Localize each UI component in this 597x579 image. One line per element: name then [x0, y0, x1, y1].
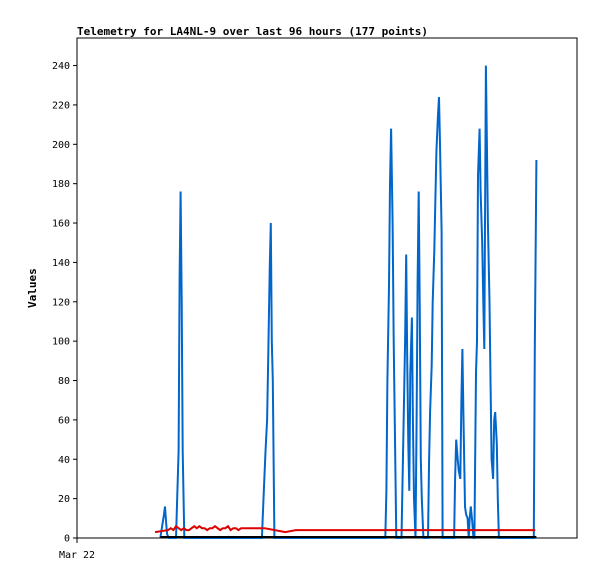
y-tick-label: 100 — [52, 337, 70, 348]
series-layer — [154, 65, 538, 539]
y-axis-label: Values — [26, 268, 39, 308]
y-tick-label: 60 — [58, 415, 70, 426]
x-axis-ticks: Mar 22 — [59, 538, 95, 561]
y-tick-label: 0 — [64, 534, 70, 545]
y-tick-label: 40 — [58, 455, 70, 466]
series-line-1 — [154, 524, 536, 534]
y-tick-label: 160 — [52, 219, 70, 230]
y-tick-label: 220 — [52, 100, 70, 111]
y-axis-ticks: 0 20 40 60 80 100 120 140 160 180 200 220 240 — [52, 61, 77, 545]
y-tick-label: 120 — [52, 297, 70, 308]
y-tick-label: 240 — [52, 61, 70, 72]
x-tick-label: Mar 22 — [59, 550, 95, 561]
chart-title: Telemetry for LA4NL-9 over last 96 hours… — [77, 25, 428, 38]
y-tick-label: 200 — [52, 140, 70, 151]
y-tick-label: 180 — [52, 179, 70, 190]
y-tick-label: 20 — [58, 494, 70, 505]
y-tick-label: 140 — [52, 258, 70, 269]
y-tick-label: 80 — [58, 376, 70, 387]
